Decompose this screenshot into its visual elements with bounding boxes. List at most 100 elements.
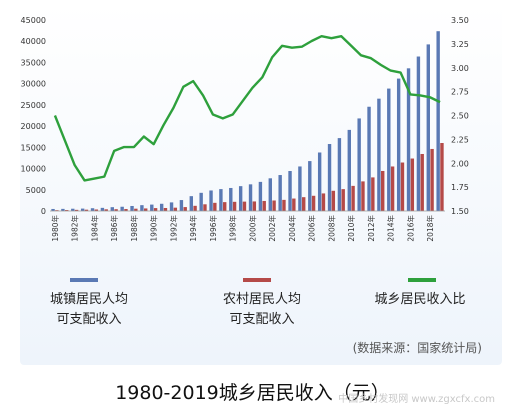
- x-tick-label: 2000年: [247, 215, 257, 242]
- rural-income-bar: [94, 209, 99, 211]
- y-right-tick-label: 2.00: [451, 159, 469, 168]
- x-tick-label: 2016年: [405, 215, 415, 242]
- x-tick-label: 1998年: [228, 215, 238, 242]
- urban-income-bar: [396, 78, 401, 211]
- x-tick-label: 2008年: [326, 215, 336, 242]
- urban-income-bar: [317, 152, 322, 211]
- rural-income-bar: [361, 181, 365, 211]
- urban-income-bar: [80, 208, 85, 211]
- rural-income-bar: [262, 200, 266, 211]
- y-right-tick-label: 1.50: [451, 207, 469, 216]
- urban-income-bar: [278, 175, 282, 211]
- legend-rural-line1: 农村居民人均: [222, 292, 301, 307]
- rural-income-bar: [252, 201, 257, 211]
- data-source-note: (数据来源：国家统计局): [352, 341, 482, 355]
- rural-income-bar: [183, 207, 187, 211]
- x-tick-label: 1980年: [50, 215, 60, 242]
- urban-income-bar: [159, 203, 164, 211]
- x-tick-label: 2010年: [346, 215, 356, 242]
- x-tick-label: 2014年: [386, 215, 396, 242]
- legend-ratio-label: 城乡居民收入比: [355, 290, 485, 310]
- urban-income-bar: [258, 181, 263, 211]
- urban-income-bar: [268, 178, 272, 211]
- rural-income-bar: [420, 153, 424, 211]
- y-left-tick-label: 30000: [21, 80, 46, 89]
- rural-income-bar: [232, 201, 237, 211]
- rural-income-bar: [302, 197, 306, 211]
- y-right-tick-label: 3.00: [451, 64, 469, 73]
- y-left-tick-label: 0: [41, 207, 46, 216]
- rural-income-bar: [223, 202, 227, 211]
- y-right-tick-label: 3.25: [451, 40, 469, 49]
- rural-income-bar: [371, 177, 375, 211]
- rural-income-bar: [104, 209, 108, 211]
- legend-urban-label: 城镇居民人均 可支配收入: [34, 290, 144, 330]
- y-left-tick-label: 40000: [21, 37, 46, 46]
- y-left-tick-label: 35000: [21, 58, 46, 67]
- y-left-tick-label: 45000: [21, 16, 46, 25]
- ratio-line: [53, 35, 441, 182]
- x-tick-label: 1992年: [168, 215, 178, 242]
- rural-income-bar: [114, 209, 118, 211]
- rural-income-bar: [272, 200, 276, 211]
- rural-income-bar: [74, 209, 79, 211]
- rural-income-bar: [292, 198, 296, 211]
- x-tick-label: 1990年: [149, 215, 159, 242]
- x-tick-label: 1984年: [89, 215, 99, 242]
- urban-income-bar: [377, 98, 381, 211]
- legend-rural-swatch: [243, 278, 271, 282]
- rural-income-bar: [331, 190, 336, 211]
- chart-caption: 1980-2019城乡居民收入（元）: [115, 382, 390, 404]
- urban-income-bar: [100, 207, 105, 211]
- urban-income-bar: [169, 202, 174, 211]
- rural-income-bar: [321, 193, 326, 211]
- rural-income-bar: [134, 208, 138, 211]
- urban-income-bar: [61, 208, 65, 211]
- y-axis-right: 1.50 1.75 2.00 2.25 2.50 2.75 3.00 3.25 3.50: [451, 16, 469, 216]
- urban-income-bar: [357, 118, 361, 211]
- rural-income-bar: [282, 199, 286, 211]
- urban-income-bar: [367, 106, 371, 211]
- urban-income-bar: [71, 208, 75, 211]
- rural-income-bar: [65, 210, 69, 211]
- urban-income-bar: [199, 192, 203, 211]
- rural-income-bar: [400, 162, 405, 211]
- rural-income-bar: [430, 148, 434, 211]
- legend-urban-line1: 城镇居民人均: [49, 292, 128, 307]
- y-right-tick-label: 2.75: [451, 88, 469, 97]
- rural-income-bar: [144, 208, 148, 211]
- y-axis-left: 0 5000 10000 15000 20000 25000 30000 35000 40000…: [21, 16, 46, 216]
- urban-income-bar: [238, 186, 243, 211]
- urban-income-bar: [406, 68, 411, 211]
- rural-income-bar: [193, 205, 197, 211]
- rural-income-bar: [381, 170, 385, 211]
- urban-income-bar: [337, 138, 342, 211]
- x-tick-label: 2006年: [307, 215, 317, 242]
- y-right-tick-label: 3.50: [451, 16, 469, 25]
- urban-income-bar: [436, 31, 440, 212]
- urban-income-bar: [140, 205, 144, 211]
- legend-ratio-line1: 城乡居民收入比: [374, 292, 466, 307]
- y-left-tick-label: 20000: [21, 122, 46, 131]
- urban-income-bar: [229, 187, 233, 211]
- x-tick-label: 1982年: [70, 215, 80, 242]
- x-tick-label: 1994年: [188, 215, 198, 242]
- x-axis: 1980年 1982年 1984年 1986年 1988年 1990年 1992年 1994年…: [50, 210, 445, 242]
- legend-urban-line2: 可支配收入: [56, 312, 122, 327]
- urban-income-bar: [327, 144, 332, 211]
- urban-income-bar: [209, 190, 213, 211]
- x-tick-label: 2002年: [267, 215, 277, 242]
- rural-income-bar: [410, 158, 415, 211]
- rural-income-bar: [242, 201, 247, 211]
- y-right-tick-label: 2.25: [451, 135, 469, 144]
- urban-income-bar: [387, 88, 391, 211]
- urban-income-bar: [308, 161, 312, 211]
- urban-income-bar: [288, 171, 292, 211]
- urban-income-bar: [189, 196, 193, 211]
- urban-income-bar: [120, 206, 124, 211]
- x-tick-label: 2018年: [425, 215, 435, 242]
- urban-income-bar: [51, 208, 55, 211]
- y-right-tick-label: 1.75: [451, 183, 469, 192]
- rural-income-bar: [173, 207, 178, 211]
- x-tick-label: 1986年: [109, 215, 119, 242]
